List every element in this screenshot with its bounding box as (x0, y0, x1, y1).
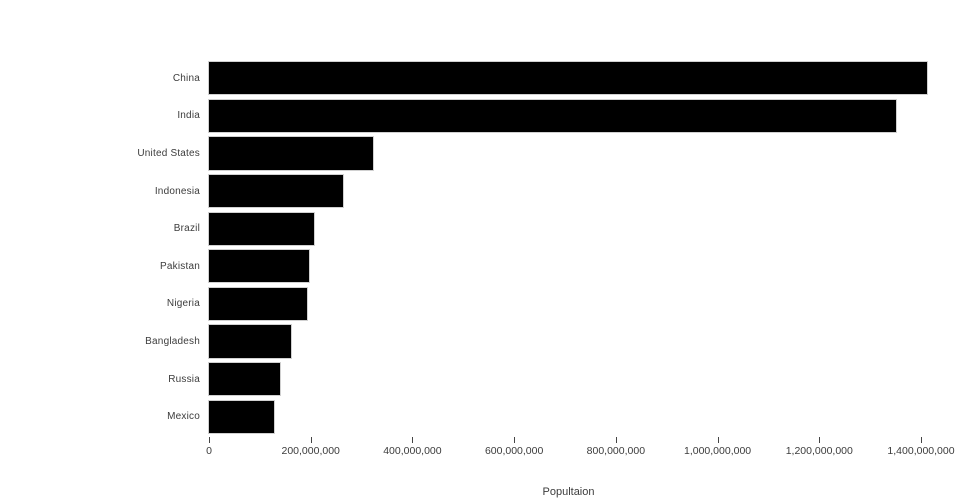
bar (208, 211, 316, 246)
x-tick-mark (412, 437, 414, 443)
bar (208, 399, 275, 434)
bar (208, 61, 928, 96)
category-label: Brazil (173, 223, 200, 235)
category-label: Mexico (167, 411, 200, 423)
x-tick-mark (615, 437, 617, 443)
x-tick-label: 600,000,000 (484, 445, 544, 457)
x-tick-label: 1,000,000,000 (683, 445, 752, 457)
x-axis-title: Popultaion (542, 486, 595, 498)
category-label: Russia (168, 373, 200, 385)
bar (208, 98, 897, 133)
x-tick-mark (921, 437, 922, 443)
x-tick-mark (717, 437, 719, 443)
category-label: United States (137, 147, 200, 159)
category-label: Indonesia (154, 185, 200, 197)
x-tick-mark (514, 437, 516, 443)
x-tick-label: 400,000,000 (383, 445, 442, 457)
bar (208, 249, 311, 284)
category-label: India (177, 110, 200, 122)
bar (208, 173, 344, 209)
x-tick-label: 200,000,000 (281, 445, 340, 457)
x-tick-mark (310, 437, 312, 443)
x-tick-label: 0 (206, 445, 212, 457)
bar (208, 136, 375, 171)
x-tick-label: 1,400,000,000 (887, 445, 955, 457)
category-label: Pakistan (160, 260, 200, 272)
x-tick-mark (209, 437, 210, 443)
bar (208, 362, 282, 397)
x-tick-label: 1,200,000,000 (785, 445, 853, 457)
category-label: Bangladesh (145, 336, 200, 348)
bar (208, 324, 293, 359)
category-label: Nigeria (166, 298, 200, 310)
x-tick-label: 800,000,000 (586, 445, 646, 457)
category-label: China (172, 72, 200, 84)
x-tick-mark (819, 437, 821, 443)
bar (208, 286, 308, 322)
